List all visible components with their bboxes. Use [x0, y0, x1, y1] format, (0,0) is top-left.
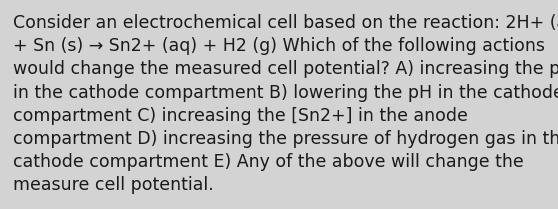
Text: Consider an electrochemical cell based on the reaction: 2H+ (aq): Consider an electrochemical cell based o…	[13, 14, 558, 32]
Text: in the cathode compartment B) lowering the pH in the cathode: in the cathode compartment B) lowering t…	[13, 84, 558, 102]
Text: would change the measured cell potential? A) increasing the pH: would change the measured cell potential…	[13, 60, 558, 78]
Text: cathode compartment E) Any of the above will change the: cathode compartment E) Any of the above …	[13, 153, 524, 171]
Text: compartment C) increasing the [Sn2+] in the anode: compartment C) increasing the [Sn2+] in …	[13, 107, 468, 125]
Text: measure cell potential.: measure cell potential.	[13, 176, 214, 194]
Text: + Sn (s) → Sn2+ (aq) + H2 (g) Which of the following actions: + Sn (s) → Sn2+ (aq) + H2 (g) Which of t…	[13, 37, 545, 55]
Text: compartment D) increasing the pressure of hydrogen gas in the: compartment D) increasing the pressure o…	[13, 130, 558, 148]
